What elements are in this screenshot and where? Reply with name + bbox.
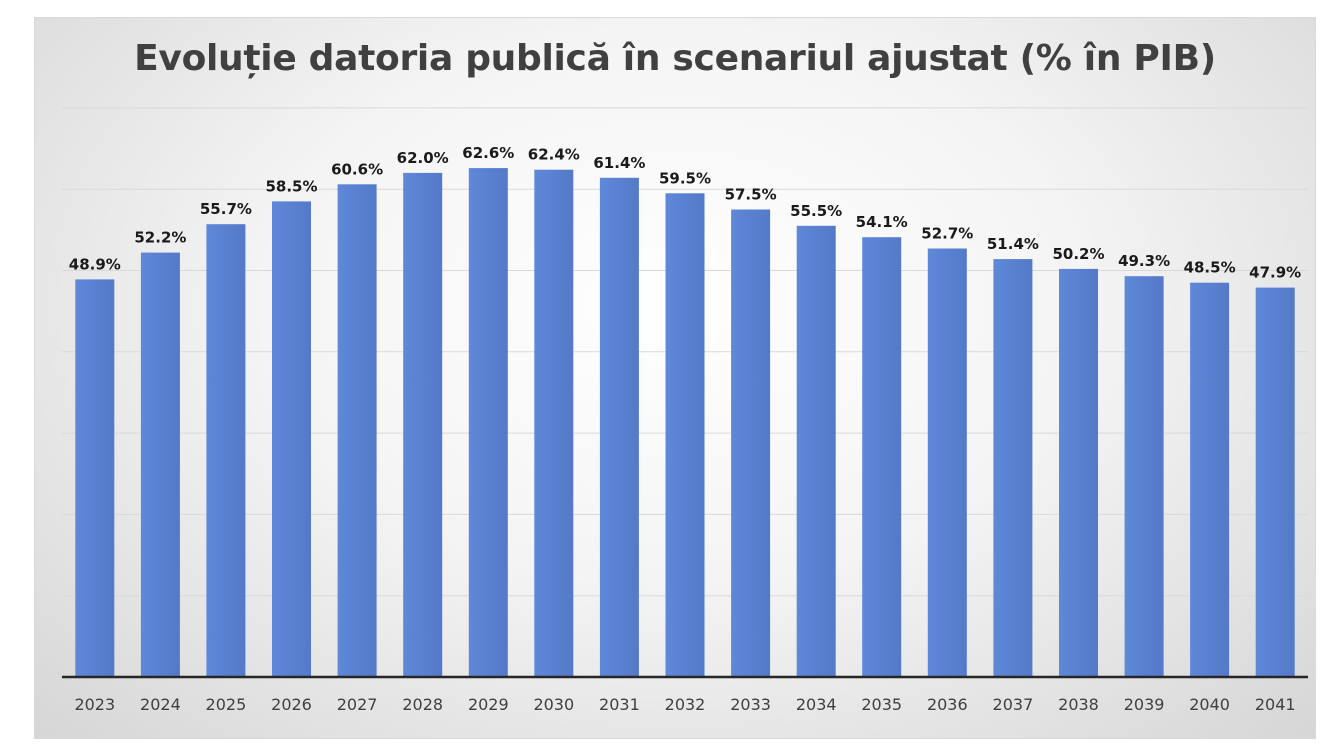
- bar-2038: [1059, 268, 1098, 677]
- bar-2032: [665, 193, 705, 678]
- bar-2034: [796, 225, 836, 678]
- data-label-2024: 52.2%: [134, 229, 186, 247]
- data-labels: 48.9% 52.2% 55.7% 58.5% 60.6% 62.0% 62.6% 62.4%…: [69, 144, 1301, 282]
- x-tick-label-2041: 2041: [1255, 695, 1296, 714]
- chart-title: Evoluție datoria publică în scenariul aj…: [134, 38, 1216, 79]
- bar-2033: [731, 209, 771, 677]
- data-label-2032: 59.5%: [659, 169, 711, 187]
- x-tick-label-2034: 2034: [796, 695, 837, 714]
- bar-2023: [75, 279, 115, 677]
- data-label-2039: 49.3%: [1118, 252, 1170, 270]
- data-label-2027: 60.6%: [331, 160, 383, 178]
- bar-2036: [927, 248, 967, 677]
- data-label-2025: 55.7%: [200, 200, 252, 218]
- x-tick-label-2026: 2026: [271, 695, 312, 714]
- x-tick-label-2031: 2031: [599, 695, 640, 714]
- bar-2035: [862, 237, 902, 677]
- bar-2027: [337, 184, 377, 678]
- x-tick-label-2035: 2035: [861, 695, 902, 714]
- bar-2025: [206, 224, 246, 677]
- x-tick-label-2038: 2038: [1058, 695, 1099, 714]
- data-label-2040: 48.5%: [1184, 259, 1236, 277]
- x-tick-label-2033: 2033: [730, 695, 771, 714]
- x-tick-label-2037: 2037: [993, 695, 1034, 714]
- bar-2039: [1124, 276, 1164, 677]
- x-tick-label-2036: 2036: [927, 695, 968, 714]
- data-label-2026: 58.5%: [265, 177, 317, 195]
- bar-2031: [599, 177, 639, 678]
- data-label-2028: 62.0%: [397, 149, 449, 167]
- bar-2029: [468, 168, 508, 677]
- x-tick-label-2025: 2025: [206, 695, 247, 714]
- data-label-2038: 50.2%: [1052, 245, 1104, 263]
- data-label-2037: 51.4%: [987, 235, 1039, 253]
- x-tick-label-2023: 2023: [74, 695, 115, 714]
- bars: [75, 168, 1295, 678]
- bar-2040: [1190, 282, 1230, 677]
- data-label-2023: 48.9%: [69, 255, 121, 273]
- x-tick-label-2028: 2028: [402, 695, 443, 714]
- bar-2041: [1255, 287, 1295, 677]
- bar-2037: [993, 259, 1033, 677]
- bar-2030: [534, 169, 574, 677]
- bar-2026: [272, 201, 311, 677]
- data-label-2030: 62.4%: [528, 146, 580, 164]
- x-tick-label-2032: 2032: [665, 695, 706, 714]
- bar-2024: [140, 252, 180, 677]
- x-tick-label-2039: 2039: [1124, 695, 1165, 714]
- x-tick-label-2030: 2030: [533, 695, 574, 714]
- data-label-2029: 62.6%: [462, 144, 514, 162]
- x-tick-label-2040: 2040: [1189, 695, 1230, 714]
- data-label-2036: 52.7%: [921, 225, 973, 243]
- x-axis: 2023 2024 2025 2026 2027 2028 2029 2030 2031 2032…: [62, 675, 1308, 714]
- x-tick-label-2027: 2027: [337, 695, 378, 714]
- data-label-2041: 47.9%: [1249, 264, 1301, 282]
- x-tick-label-2029: 2029: [468, 695, 509, 714]
- bar-2028: [403, 172, 443, 677]
- data-label-2035: 54.1%: [856, 213, 908, 231]
- data-label-2031: 61.4%: [593, 154, 645, 172]
- data-label-2034: 55.5%: [790, 202, 842, 220]
- data-label-2033: 57.5%: [725, 186, 777, 204]
- x-tick-label-2024: 2024: [140, 695, 181, 714]
